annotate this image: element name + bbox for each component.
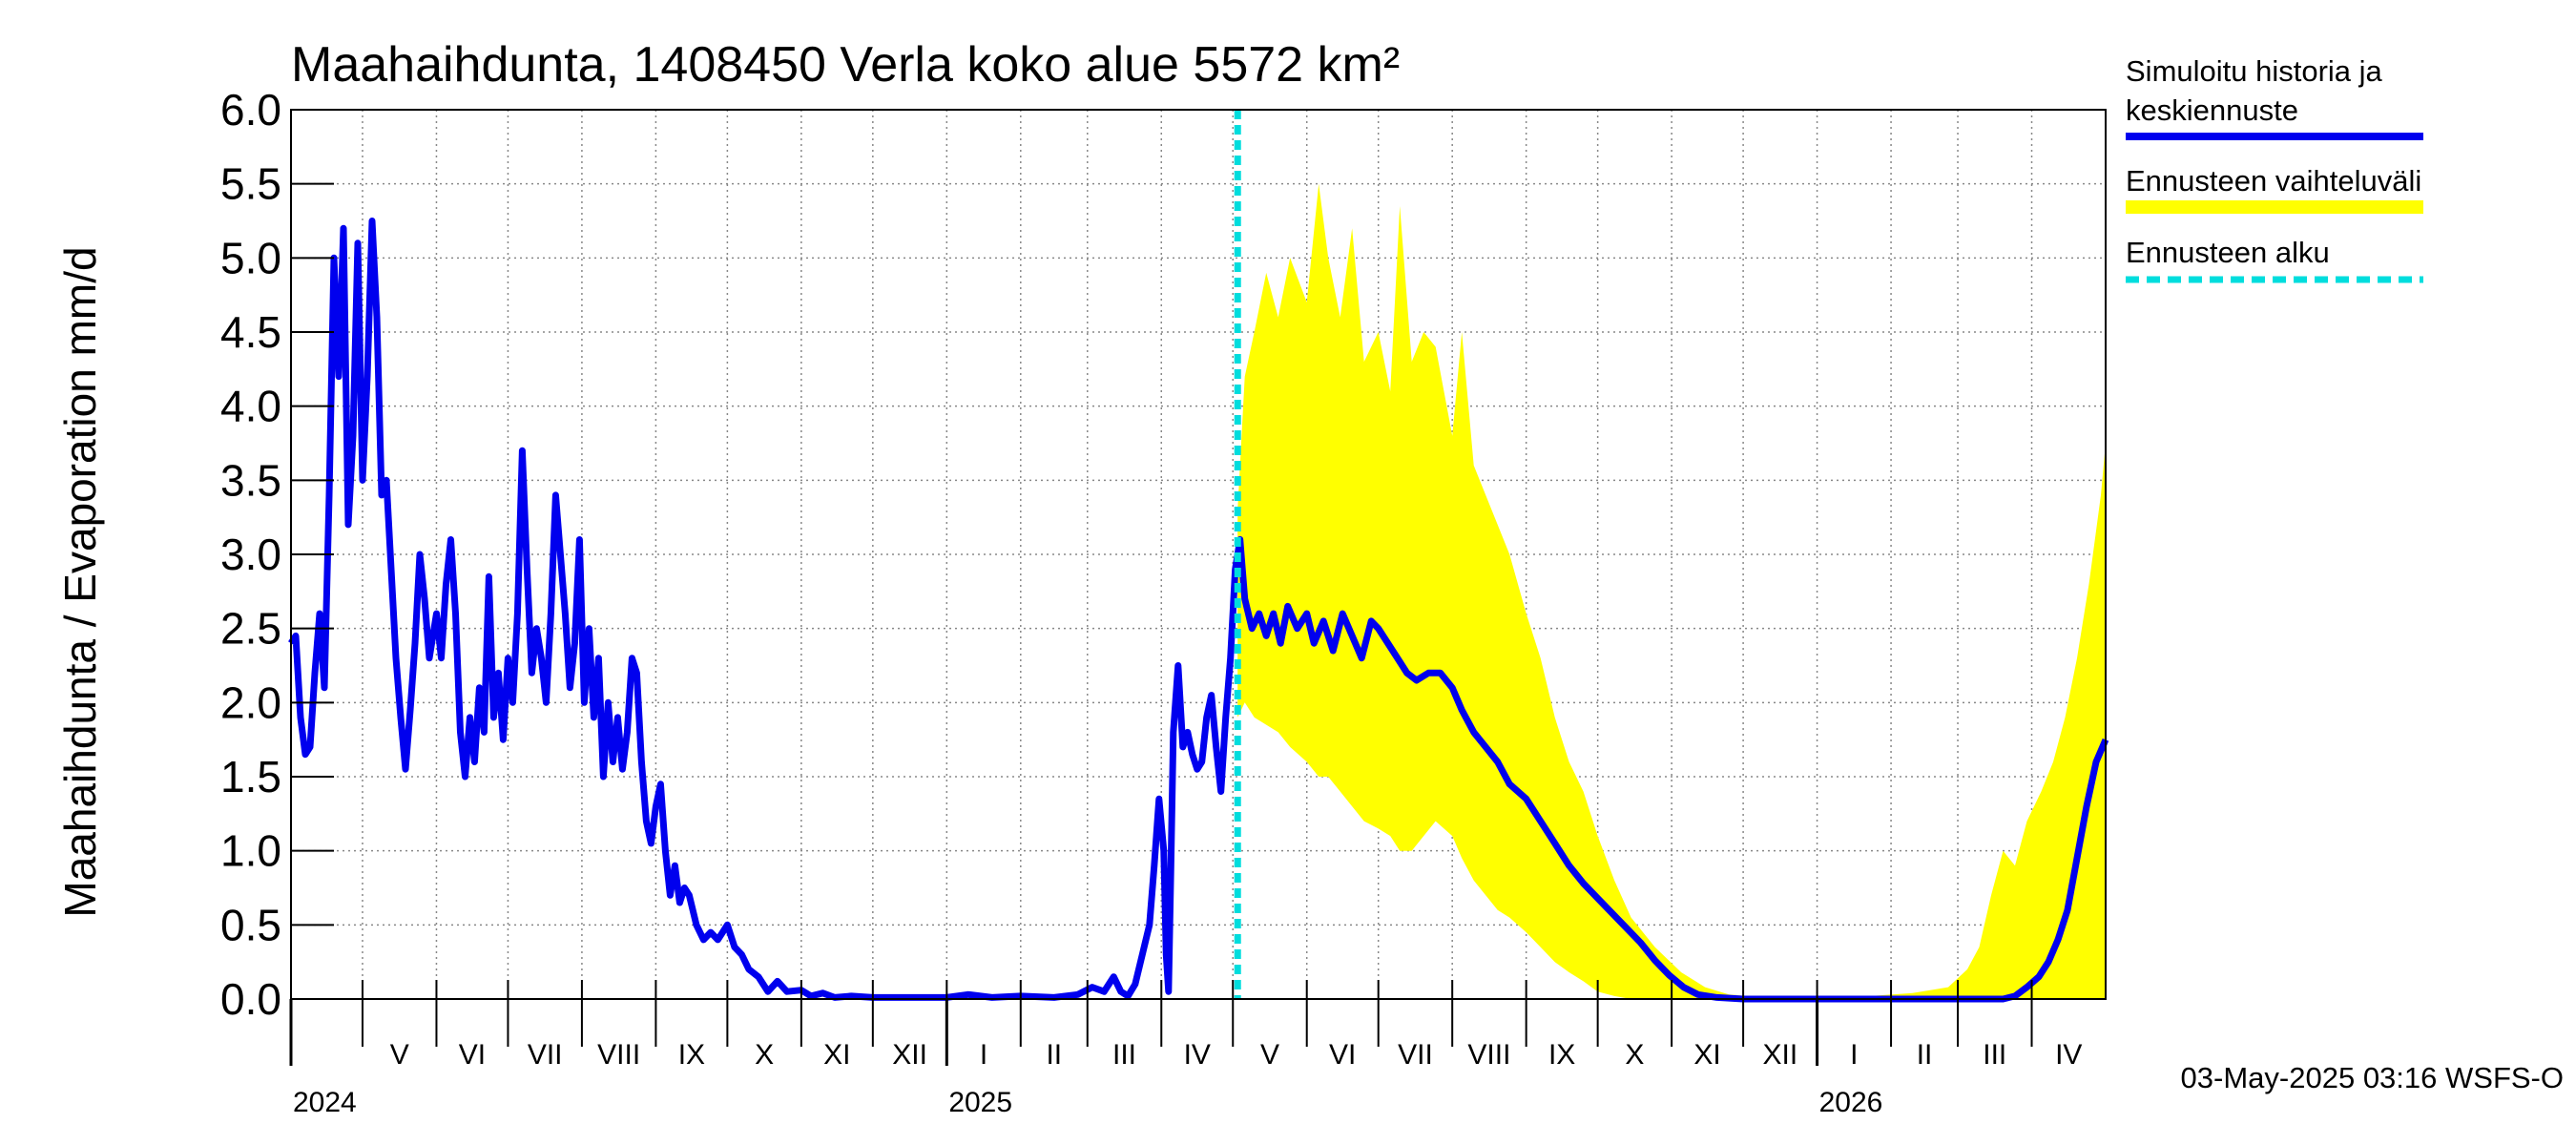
y-tick-label: 4.5	[220, 307, 281, 357]
year-label: 2025	[948, 1087, 1012, 1118]
year-label: 2024	[293, 1087, 357, 1118]
month-label: II	[1046, 1039, 1062, 1071]
month-label: VIII	[597, 1039, 640, 1071]
y-tick-label: 5.0	[220, 233, 281, 282]
y-tick-label: 0.5	[220, 900, 281, 949]
month-label: III	[1112, 1039, 1136, 1071]
month-label: IV	[1184, 1039, 1211, 1071]
month-label: XI	[823, 1039, 850, 1071]
month-label: VIII	[1467, 1039, 1510, 1071]
y-axis-label: Maahaihdunta / Evaporation mm/d	[55, 246, 105, 917]
y-tick-label: 5.5	[220, 159, 281, 209]
month-label: II	[1917, 1039, 1933, 1071]
month-label: VII	[1398, 1039, 1433, 1071]
series-lines	[288, 218, 2109, 1003]
y-tick-label: 2.0	[220, 677, 281, 727]
y-tick-label: 2.5	[220, 604, 281, 654]
month-label: XII	[892, 1039, 927, 1071]
month-label: VI	[1329, 1039, 1356, 1071]
month-label: IX	[678, 1039, 705, 1071]
y-tick-label: 1.0	[220, 826, 281, 876]
simulated-series-line	[288, 218, 2109, 1003]
chart-title: Maahaihdunta, 1408450 Verla koko alue 55…	[291, 37, 1400, 93]
month-label: VII	[528, 1039, 563, 1071]
month-label: I	[1850, 1039, 1858, 1071]
y-tick-label: 6.0	[220, 85, 281, 135]
legend-label: Simuloitu historia ja	[2126, 54, 2383, 88]
month-label: X	[1625, 1039, 1644, 1071]
forecast-band-area	[1237, 183, 2106, 999]
month-label: III	[1983, 1039, 2006, 1071]
month-label: I	[980, 1039, 987, 1071]
y-tick-label: 3.0	[220, 530, 281, 579]
month-label: XII	[1762, 1039, 1797, 1071]
x-axis-month-ticks: V VI VII VIII IX X XI XII I II III IV V VI VII VIII IX X X…	[289, 980, 2082, 1118]
month-label: IX	[1548, 1039, 1575, 1071]
month-label: V	[390, 1039, 409, 1071]
legend-label: Ennusteen vaihteluväli	[2126, 164, 2421, 198]
timestamp-footer: 03-May-2025 03:16 WSFS-O	[2181, 1061, 2564, 1094]
month-label: IV	[2055, 1039, 2082, 1071]
month-label: V	[1260, 1039, 1279, 1071]
forecast-range-band	[1237, 183, 2106, 999]
y-tick-label: 1.5	[220, 752, 281, 802]
y-axis-ticks: 0.0 0.5 1.0 1.5 2.0 2.5 3.0 3.5 4.0 4.5 5.0 5.5 6.0	[220, 85, 334, 1024]
y-tick-label: 0.0	[220, 974, 281, 1024]
month-label: VI	[459, 1039, 486, 1071]
month-label: X	[755, 1039, 774, 1071]
year-label: 2026	[1819, 1087, 1883, 1118]
legend-label: keskiennuste	[2126, 94, 2298, 127]
y-tick-label: 4.0	[220, 382, 281, 431]
y-tick-label: 3.5	[220, 455, 281, 505]
month-label: XI	[1693, 1039, 1720, 1071]
legend-label: Ennusteen alku	[2126, 236, 2330, 269]
legend: Simuloitu historia ja keskiennuste Ennuste…	[2126, 54, 2423, 283]
